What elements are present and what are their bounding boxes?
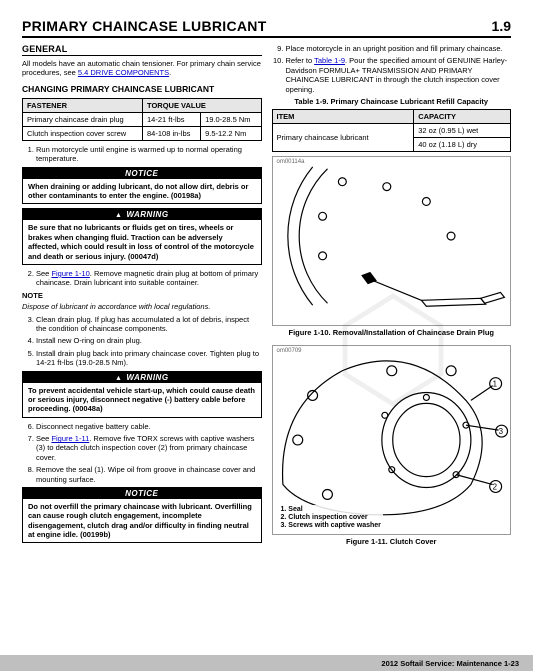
step-9: Place motorcycle in an upright position … (286, 44, 512, 53)
figure-1-11-legend: 1. Seal 2. Clutch inspection cover 3. Sc… (279, 505, 383, 532)
cell: 32 oz (0.95 L) wet (414, 123, 511, 137)
notice-1-title: NOTICE (23, 168, 261, 179)
figure-1-10: om00114a (272, 156, 512, 326)
step-list-1: Run motorcycle until engine is warmed up… (22, 145, 262, 164)
svg-text:2: 2 (492, 482, 496, 491)
cell: 14-21 ft-lbs (143, 112, 201, 126)
note-body: Dispose of lubricant in accordance with … (22, 302, 262, 311)
figure-1-10-link[interactable]: Figure 1-10 (51, 269, 89, 278)
cell: Primary chaincase lubricant (272, 123, 414, 151)
step-10-a: Refer to (286, 56, 315, 65)
table-1-9-link[interactable]: Table 1-9 (314, 56, 345, 65)
step-list-3: Clean drain plug. If plug has accumulate… (22, 315, 262, 368)
warning-2: WARNING To prevent accidental vehicle st… (22, 371, 262, 418)
right-column: Place motorcycle in an upright position … (272, 44, 512, 554)
step-list-4: Disconnect negative battery cable. See F… (22, 422, 262, 484)
cell: 19.0-28.5 Nm (201, 112, 261, 126)
capacity-table-title: Table 1-9. Primary Chaincase Lubricant R… (272, 97, 512, 106)
figure-1-11-link[interactable]: Figure 1-11 (51, 434, 89, 443)
step-1: Run motorcycle until engine is warmed up… (36, 145, 262, 164)
notice-2: NOTICE Do not overfill the primary chain… (22, 487, 262, 544)
drive-components-link[interactable]: 5.4 DRIVE COMPONENTS (78, 68, 169, 77)
warning-1-title: WARNING (23, 209, 261, 220)
figure-1-11: om00709 1 2 3 1. Seal 2. Clutch insp (272, 345, 512, 535)
torque-header-fastener: FASTENER (23, 98, 143, 112)
step-5: Install drain plug back into primary cha… (36, 349, 262, 368)
capacity-table: ITEM CAPACITY Primary chaincase lubrican… (272, 109, 512, 152)
step-3: Clean drain plug. If plug has accumulate… (36, 315, 262, 334)
warning-2-title: WARNING (23, 372, 261, 383)
page-footer: 2012 Softail Service: Maintenance 1-23 (0, 655, 533, 671)
cell: 40 oz (1.18 L) dry (414, 137, 511, 151)
step-8: Remove the seal (1). Wipe oil from groov… (36, 465, 262, 484)
step-4: Install new O-ring on drain plug. (36, 336, 262, 345)
note-label: NOTE (22, 291, 262, 300)
torque-table: FASTENER TORQUE VALUE Primary chaincase … (22, 98, 262, 141)
table-row: Primary chaincase lubricant 32 oz (0.95 … (272, 123, 511, 137)
cell: Primary chaincase drain plug (23, 112, 143, 126)
warning-2-body: To prevent accidental vehicle start-up, … (23, 383, 261, 417)
chaincase-drain-illustration (273, 157, 511, 325)
changing-lubricant-heading: CHANGING PRIMARY CHAINCASE LUBRICANT (22, 84, 262, 94)
step-10: Refer to Table 1-9. Pour the specified a… (286, 56, 512, 94)
table-row: Primary chaincase drain plug 14-21 ft-lb… (23, 112, 262, 126)
svg-text:3: 3 (498, 427, 503, 436)
figure-1-10-caption: Figure 1-10. Removal/Installation of Cha… (272, 328, 512, 337)
figure-1-11-caption: Figure 1-11. Clutch Cover (272, 537, 512, 546)
notice-1: NOTICE When draining or adding lubricant… (22, 167, 262, 205)
torque-header-value: TORQUE VALUE (143, 98, 261, 112)
left-column: GENERAL All models have an automatic cha… (22, 44, 262, 554)
capacity-header-capacity: CAPACITY (414, 109, 511, 123)
notice-2-title: NOTICE (23, 488, 261, 499)
step-2: See Figure 1-10. Remove magnetic drain p… (36, 269, 262, 288)
step-list-2: See Figure 1-10. Remove magnetic drain p… (22, 269, 262, 288)
page-title: PRIMARY CHAINCASE LUBRICANT (22, 18, 267, 34)
legend-item: 2. Clutch inspection cover (281, 514, 381, 522)
legend-item: 1. Seal (281, 506, 381, 514)
step-list-right: Place motorcycle in an upright position … (272, 44, 512, 94)
notice-2-body: Do not overfill the primary chaincase wi… (23, 499, 261, 543)
step-2-a: See (36, 269, 51, 278)
cell: Clutch inspection cover screw (23, 126, 143, 140)
step-7-a: See (36, 434, 51, 443)
capacity-header-item: ITEM (272, 109, 414, 123)
svg-text:1: 1 (492, 379, 497, 388)
page-title-row: PRIMARY CHAINCASE LUBRICANT 1.9 (22, 18, 511, 38)
notice-1-body: When draining or adding lubricant, do no… (23, 179, 261, 204)
footer-text: 2012 Softail Service: Maintenance 1-23 (381, 659, 519, 668)
general-text-b: . (169, 68, 171, 77)
step-6: Disconnect negative battery cable. (36, 422, 262, 431)
figure-1-11-id: om00709 (277, 348, 302, 354)
cell: 84-108 in-lbs (143, 126, 201, 140)
page-number: 1.9 (492, 18, 511, 34)
general-heading: GENERAL (22, 44, 262, 56)
warning-1-body: Be sure that no lubricants or fluids get… (23, 220, 261, 264)
two-column-layout: GENERAL All models have an automatic cha… (22, 44, 511, 554)
step-7: See Figure 1-11. Remove five TORX screws… (36, 434, 262, 462)
general-paragraph: All models have an automatic chain tensi… (22, 59, 262, 78)
cell: 9.5-12.2 Nm (201, 126, 261, 140)
figure-1-10-id: om00114a (277, 159, 305, 165)
legend-item: 3. Screws with captive washer (281, 522, 381, 530)
warning-1: WARNING Be sure that no lubricants or fl… (22, 208, 262, 265)
table-row: Clutch inspection cover screw 84-108 in-… (23, 126, 262, 140)
